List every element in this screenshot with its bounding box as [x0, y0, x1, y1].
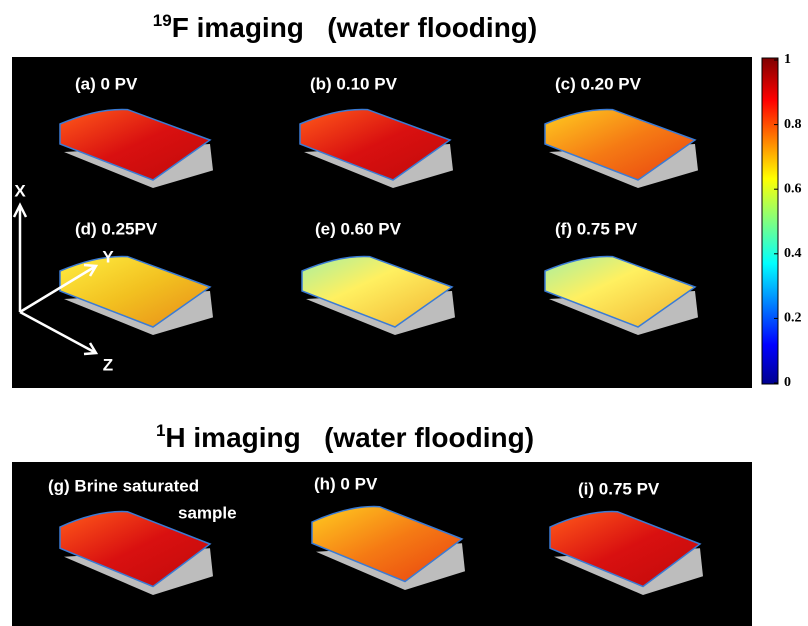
panel-label: (e) 0.60 PV	[315, 219, 402, 238]
title-sup: 19	[153, 11, 172, 30]
title-sup: 1	[156, 421, 165, 440]
panel-label: (a) 0 PV	[75, 74, 138, 93]
colorbar-tick-label: 0.4	[784, 246, 802, 261]
panel-label: (h) 0 PV	[314, 474, 378, 493]
panel-label: (c) 0.20 PV	[555, 74, 642, 93]
title: 1H imaging (water flooding)	[156, 421, 534, 453]
panel-label: (b) 0.10 PV	[310, 74, 398, 93]
axis-label: X	[14, 181, 26, 200]
axis-label: Y	[102, 247, 114, 266]
colorbar-tick-label: 1	[784, 52, 791, 67]
axis-label: Z	[103, 355, 113, 374]
figure: 19F imaging (water flooding) (a) 0 PV (b…	[0, 0, 808, 626]
panel-label: (d) 0.25PV	[75, 219, 158, 238]
title-text: H imaging (water flooding)	[165, 422, 534, 453]
title-text: F imaging (water flooding)	[172, 12, 538, 43]
colorbar-tick-label: 0.2	[784, 311, 802, 326]
panel-label: (f) 0.75 PV	[555, 219, 638, 238]
panel-label: (i) 0.75 PV	[578, 479, 660, 498]
colorbar-tick-label: 0	[784, 375, 791, 390]
panel-label: sample	[178, 503, 237, 522]
title: 19F imaging (water flooding)	[153, 11, 537, 43]
colorbar-tick-label: 0.6	[784, 181, 802, 196]
panel-label: (g) Brine saturated	[48, 476, 199, 495]
colorbar	[762, 58, 778, 384]
colorbar-tick-label: 0.8	[784, 117, 802, 132]
